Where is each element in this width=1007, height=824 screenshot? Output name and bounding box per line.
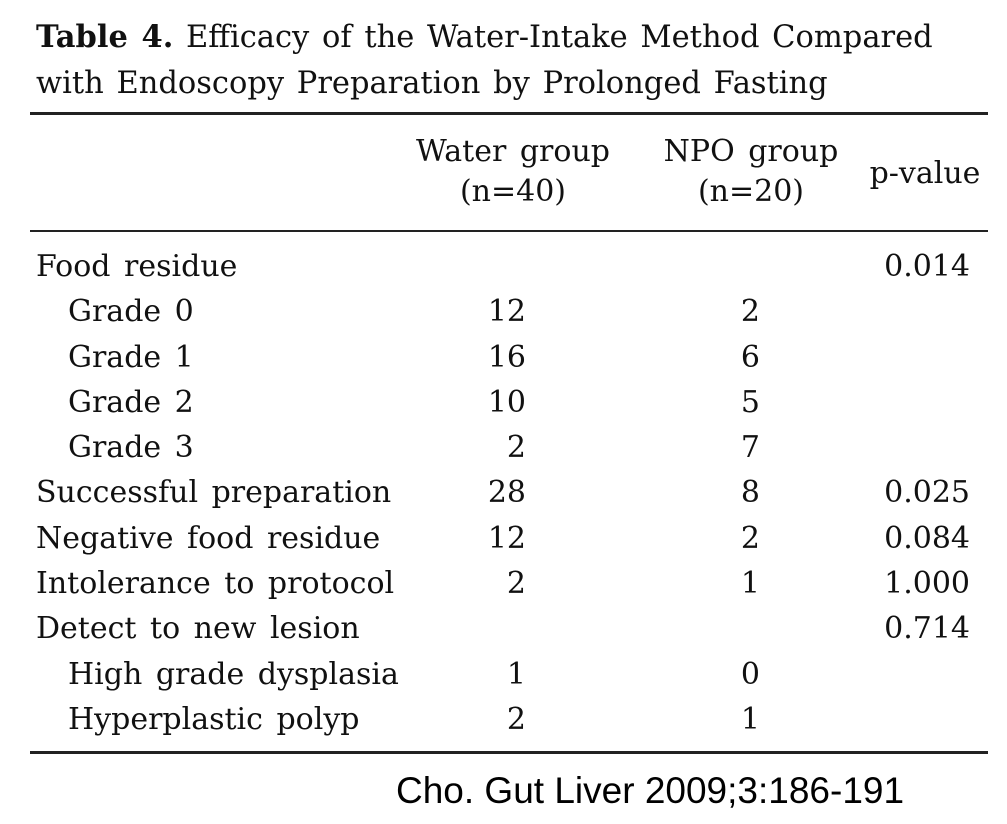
- npo-value: 2: [740, 294, 760, 330]
- row-label: Grade 0: [68, 294, 194, 330]
- table-row: Hyperplastic polyp 2 1: [0, 697, 1007, 742]
- p-value: 0.025: [884, 475, 970, 511]
- row-label: Hyperplastic polyp: [68, 701, 360, 737]
- water-value: 12: [487, 294, 526, 330]
- water-value: 2: [506, 566, 526, 602]
- row-label: Successful preparation: [36, 475, 392, 511]
- table-caption: Table 4. Efficacy of the Water-Intake Me…: [36, 14, 996, 107]
- bottom-rule: [30, 751, 988, 754]
- table-row: Grade 2 10 5: [0, 380, 1007, 425]
- header-water-group: Water group (n=40): [400, 132, 626, 212]
- citation: Cho. Gut Liver 2009;3:186-191: [396, 770, 905, 811]
- table-row: Detect to new lesion 0.714: [0, 606, 1007, 651]
- row-label: Intolerance to protocol: [36, 566, 395, 602]
- table-body: Food residue 0.014 Grade 0 12 2 Grade 1 …: [0, 244, 1007, 742]
- water-value: 28: [487, 475, 526, 511]
- table-row: Grade 3 2 7: [0, 425, 1007, 470]
- p-value: 0.014: [884, 249, 970, 284]
- table-row: Grade 0 12 2: [0, 289, 1007, 334]
- row-label: Food residue: [36, 249, 238, 284]
- npo-value: 0: [740, 656, 760, 692]
- p-value: 0.714: [884, 611, 970, 647]
- table-row: Food residue 0.014: [0, 244, 1007, 289]
- npo-value: 7: [740, 430, 760, 466]
- npo-value: 5: [740, 384, 760, 420]
- table-row: High grade dysplasia 1 0: [0, 652, 1007, 697]
- header-p-value: p-value: [869, 156, 981, 191]
- npo-value: 2: [740, 520, 760, 556]
- water-value: 16: [487, 339, 526, 375]
- header-npo-n: (n=20): [697, 174, 805, 209]
- p-value: 1.000: [884, 566, 970, 602]
- table-row: Successful preparation 28 8 0.025: [0, 470, 1007, 515]
- header-npo-group: NPO group (n=20): [648, 132, 854, 212]
- water-value: 2: [506, 430, 526, 466]
- header-water-title: Water group: [416, 134, 610, 169]
- table-row: Grade 1 16 6: [0, 335, 1007, 380]
- water-value: 2: [506, 701, 526, 737]
- row-label: Grade 1: [68, 339, 194, 375]
- water-value: 10: [487, 384, 526, 420]
- table-row: Negative food residue 12 2 0.084: [0, 516, 1007, 561]
- p-value: 0.084: [884, 520, 970, 556]
- table-row: Intolerance to protocol 2 1 1.000: [0, 561, 1007, 606]
- npo-value: 1: [740, 701, 760, 737]
- row-label: Grade 2: [68, 384, 194, 420]
- npo-value: 8: [740, 475, 760, 511]
- header-water-n: (n=40): [459, 174, 567, 209]
- row-label: Negative food residue: [36, 520, 381, 556]
- water-value: 12: [487, 520, 526, 556]
- npo-value: 6: [740, 339, 760, 375]
- header-npo-title: NPO group: [663, 134, 839, 169]
- row-label: Detect to new lesion: [36, 611, 360, 647]
- header-rule: [30, 230, 988, 232]
- top-rule: [30, 112, 988, 115]
- row-label: High grade dysplasia: [68, 656, 399, 692]
- row-label: Grade 3: [68, 430, 194, 466]
- npo-value: 1: [740, 566, 760, 602]
- caption-label: Table 4.: [36, 19, 174, 55]
- water-value: 1: [506, 656, 526, 692]
- caption-text: Efficacy of the Water-Intake Method Comp…: [36, 20, 933, 101]
